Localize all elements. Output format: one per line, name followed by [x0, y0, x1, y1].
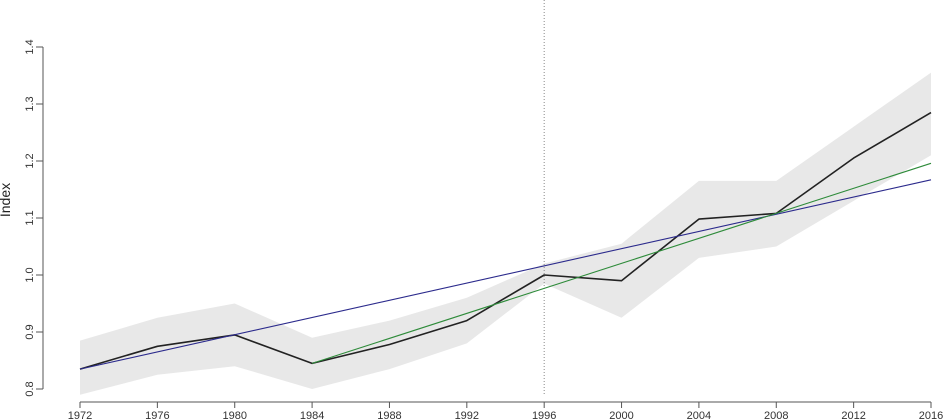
index-line: [79, 111, 932, 370]
x-tick-label: 2000: [609, 410, 633, 420]
x-tick-label: 2004: [687, 410, 711, 420]
linear-trend-line: [79, 179, 932, 370]
axes-layer: 0.8 0.9 1.0 1.1 1.2 1.3 1.4 1972 1976 1980 1984 198…: [24, 39, 943, 420]
y-tick-label: 1.0: [24, 267, 36, 282]
x-tick-label: 1980: [222, 410, 246, 420]
y-tick-label: 0.8: [24, 381, 36, 396]
confidence-band: [80, 72, 931, 395]
x-tick-label: 1976: [145, 410, 169, 420]
confidence-band-layer: [80, 72, 931, 395]
post-1984-trend-line: [311, 162, 932, 364]
x-tick-label: 1992: [455, 410, 479, 420]
y-tick-label: 0.9: [24, 324, 36, 339]
y-axis-title: Index: [0, 183, 13, 217]
y-tick-label: 1.2: [24, 153, 36, 168]
y-tick-label: 1.4: [24, 39, 36, 54]
x-tick-label: 2008: [764, 410, 788, 420]
x-tick-label: 2016: [919, 410, 943, 420]
x-tick-label: 2012: [841, 410, 865, 420]
x-tick-label: 1996: [532, 410, 556, 420]
series-layer: [79, 111, 932, 370]
x-tick-label: 1984: [300, 410, 324, 420]
x-tick-label: 1988: [377, 410, 401, 420]
y-tick-label: 1.3: [24, 96, 36, 111]
x-tick-label: 1972: [68, 410, 92, 420]
y-tick-label: 1.1: [24, 210, 36, 225]
